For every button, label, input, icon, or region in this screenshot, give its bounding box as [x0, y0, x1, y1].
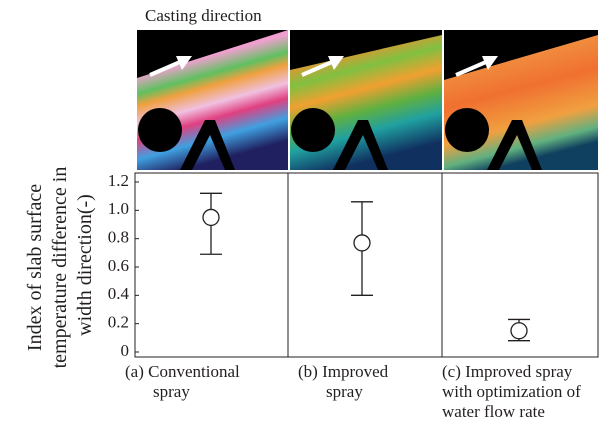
y-tick-label: 1.2 — [108, 171, 129, 190]
x-tick-label: (a) Conventional — [125, 362, 240, 381]
thermal-images — [137, 30, 598, 170]
y-axis-label-line: width direction(-) — [74, 194, 96, 336]
y-tick-label: 1.0 — [108, 199, 129, 218]
x-tick-label: water flow rate — [442, 402, 545, 421]
x-tick-label: spray — [326, 382, 363, 401]
y-axis-label-line: Index of slab surface — [24, 184, 46, 351]
plot-frame — [134, 172, 599, 358]
y-tick-label: 0.4 — [108, 284, 130, 303]
y-tick-label: 0.6 — [108, 256, 129, 275]
y-tick-label: 0.8 — [108, 228, 129, 247]
point — [510, 322, 528, 340]
y-tick-label: 0.2 — [108, 313, 129, 332]
x-tick-label: (c) Improved spray — [442, 362, 573, 381]
point — [353, 234, 371, 252]
x-tick-label: with optimization of — [442, 382, 581, 401]
annotation: Casting direction — [145, 6, 262, 25]
y-axis-label: Index of slab surface temperature differ… — [24, 162, 96, 369]
x-tick-label: (b) Improved — [298, 362, 389, 381]
y-tick-label: 0 — [121, 341, 130, 360]
y-axis-label-line: temperature difference in — [49, 167, 71, 369]
point — [202, 208, 220, 227]
x-tick-label: spray — [153, 382, 190, 401]
